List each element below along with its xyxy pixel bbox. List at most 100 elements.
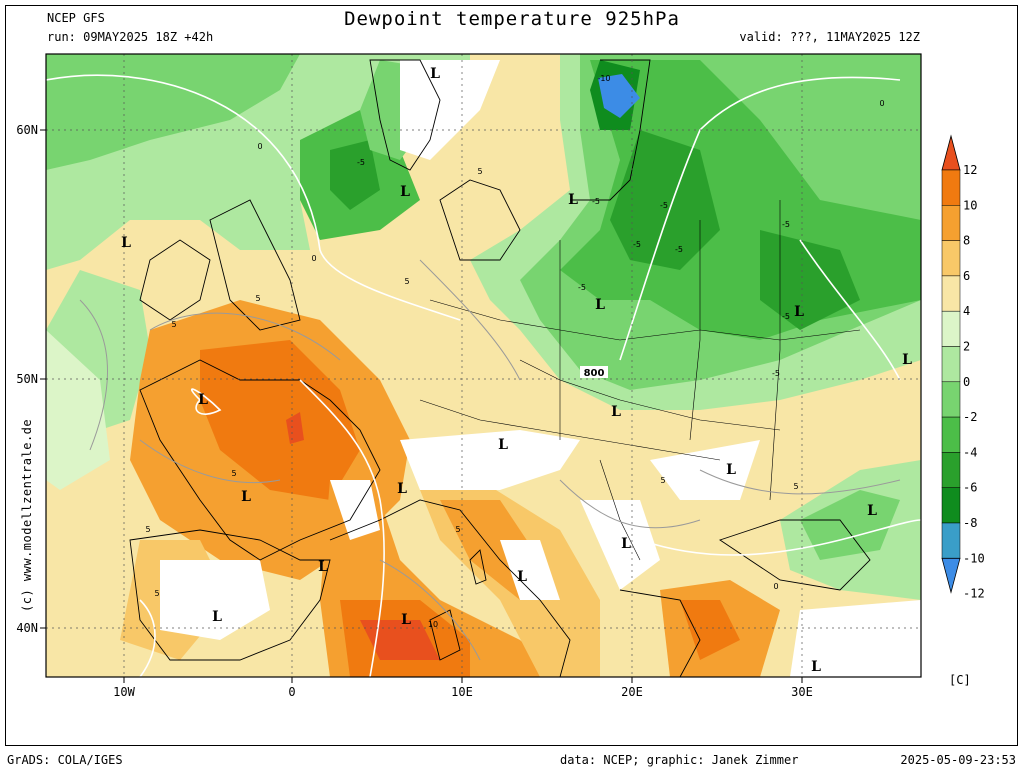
- valid-time: valid: ???, 11MAY2025 12Z: [739, 30, 920, 44]
- colorbar-tick-label: -8: [963, 516, 977, 530]
- software-credit: GrADS: COLA/IGES: [7, 753, 123, 767]
- contour-label: 5: [154, 589, 159, 598]
- contour-labels: -10 -5 -5 -5 -5 -5 -5 -5 -5 -5 0 0 0 0 5…: [145, 74, 884, 629]
- contour-label: 5: [477, 167, 482, 176]
- colorbar-swatch: [941, 205, 961, 241]
- low-marker: L: [121, 235, 131, 251]
- low-marker: L: [212, 609, 222, 625]
- colorbar-swatch: [941, 487, 961, 524]
- pressure-label-bg: [580, 366, 608, 378]
- lat-label: 40N: [16, 621, 38, 635]
- low-marker: L: [198, 392, 208, 408]
- contour-label: 5: [171, 320, 176, 329]
- colorbar-tick-label: -12: [963, 587, 985, 601]
- colorbar-unit: [C]: [949, 673, 971, 687]
- colorbar-swatch: [941, 310, 961, 347]
- low-marker: L: [517, 569, 527, 585]
- lat-label: 50N: [16, 372, 38, 386]
- low-marker: L: [400, 184, 410, 200]
- low-marker: L: [794, 304, 804, 320]
- contour-label: -5: [675, 245, 683, 254]
- low-marker: L: [902, 352, 912, 368]
- colorbar-arrow-bottom: [941, 557, 961, 594]
- lon-label: 20E: [621, 685, 643, 699]
- colorbar-tick-label: -2: [963, 410, 977, 424]
- low-marker: L: [611, 404, 621, 420]
- figure-frame: [5, 5, 1018, 746]
- colorbar-swatch: [941, 452, 961, 488]
- colorbar-tick-label: 0: [963, 375, 970, 389]
- contour-label: 0: [311, 254, 316, 263]
- low-marker: L: [430, 66, 440, 82]
- model-name: NCEP GFS: [47, 11, 105, 25]
- lon-label: 0: [288, 685, 295, 699]
- contour-label: 5: [793, 482, 798, 491]
- low-marker: L: [726, 462, 736, 478]
- map-title: Dewpoint temperature 925hPa: [344, 8, 680, 30]
- pressure-label: 800: [584, 368, 605, 379]
- colorbar: 12 10 8 6 4 2 0 -2 -4 -6 -8 -10 -12 [C]: [941, 134, 985, 687]
- lon-label: 10W: [113, 685, 135, 699]
- low-marker: L: [621, 536, 631, 552]
- colorbar-tick-label: 8: [963, 234, 970, 248]
- timestamp: 2025-05-09-23:53: [900, 753, 1016, 767]
- low-pressure-markers: L L L L L L L L L L L L L L L L L L L L: [121, 66, 912, 675]
- data-credit: data: NCEP; graphic: Janek Zimmer: [560, 753, 799, 767]
- contour-label: -5: [782, 220, 790, 229]
- contour-label: -5: [782, 312, 790, 321]
- contour-label: 5: [255, 294, 260, 303]
- lat-lon-grid: [46, 54, 921, 677]
- low-marker: L: [595, 297, 605, 313]
- contour-label: 0: [879, 99, 884, 108]
- pressure-label-group: 800: [580, 366, 608, 379]
- colorbar-swatch: [941, 169, 961, 206]
- dewpoint-contours: [79, 259, 901, 661]
- contour-label: -5: [578, 283, 586, 292]
- axis-ticks: [40, 129, 803, 683]
- country-borders: [419, 200, 861, 561]
- height-isolines: [46, 74, 921, 677]
- colorbar-swatch: [941, 522, 961, 559]
- colorbar-tick-label: 12: [963, 163, 977, 177]
- run-info: run: 09MAY2025 18Z +42h: [47, 30, 214, 44]
- contour-label: -10: [597, 74, 610, 83]
- axis-labels: 60N 50N 40N 10W 0 10E 20E 30E: [16, 123, 813, 699]
- contour-label: 5: [455, 525, 460, 534]
- contour-label: 10: [428, 620, 438, 629]
- contour-label: 5: [231, 469, 236, 478]
- colorbar-tick-label: 10: [963, 198, 977, 212]
- lon-label: 10E: [451, 685, 473, 699]
- contour-label: 5: [660, 476, 665, 485]
- low-marker: L: [811, 659, 821, 675]
- low-marker: L: [401, 612, 411, 628]
- low-marker: L: [568, 192, 578, 208]
- colorbar-tick-label: -10: [963, 551, 985, 565]
- low-marker: L: [498, 437, 508, 453]
- colorbar-tick-label: 6: [963, 269, 970, 283]
- low-marker: L: [241, 489, 251, 505]
- colorbar-swatch: [941, 416, 961, 453]
- lat-label: 60N: [16, 123, 38, 137]
- lon-label: 30E: [791, 685, 813, 699]
- low-marker: L: [397, 481, 407, 497]
- colorbar-tick-label: 2: [963, 340, 970, 354]
- contour-label: 0: [773, 582, 778, 591]
- colorbar-swatch: [941, 381, 961, 418]
- colorbar-swatch: [941, 275, 961, 312]
- contour-label: -5: [633, 240, 641, 249]
- contour-label: -5: [357, 158, 365, 167]
- low-marker: L: [318, 559, 328, 575]
- contour-label: -5: [592, 197, 600, 206]
- map-border: [45, 53, 922, 678]
- dewpoint-field: [46, 54, 921, 677]
- colorbar-tick-label: -4: [963, 445, 977, 459]
- contour-label: 5: [145, 525, 150, 534]
- contour-label: -5: [660, 201, 668, 210]
- contour-label: 5: [404, 277, 409, 286]
- contour-label: 0: [257, 142, 262, 151]
- low-marker: L: [867, 503, 877, 519]
- colorbar-arrow-top: [941, 134, 961, 171]
- colorbar-swatch: [941, 240, 961, 277]
- colorbar-tick-label: 4: [963, 304, 970, 318]
